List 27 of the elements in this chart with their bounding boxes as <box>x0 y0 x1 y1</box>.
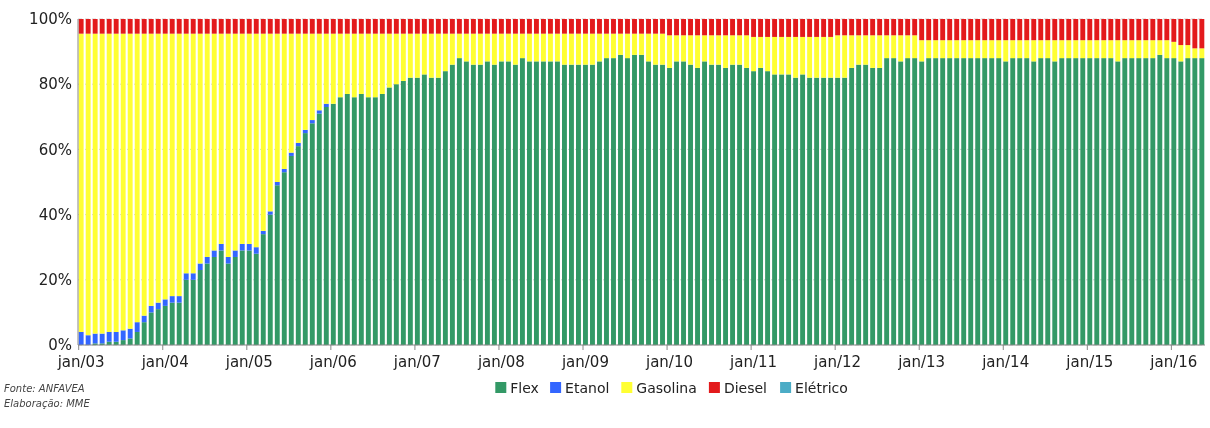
y-tick-label: 0% <box>48 336 72 355</box>
x-tick-label: jan/04 <box>140 353 189 371</box>
legend-label: Gasolina <box>636 379 697 396</box>
x-tick-label: jan/03 <box>56 353 105 371</box>
x-tick-label: jan/08 <box>476 353 525 371</box>
y-tick-label: 100% <box>29 10 72 29</box>
x-tick-label: jan/13 <box>897 353 946 371</box>
legend-label: Flex <box>510 379 539 396</box>
source-note: Fonte: ANFAVEA <box>4 382 85 394</box>
x-tick-label: jan/05 <box>224 353 273 371</box>
legend-label: Etanol <box>565 379 610 396</box>
text: Elaboração: MME <box>4 397 91 409</box>
legend-label: Elétrico <box>795 379 848 396</box>
x-tick-label: jan/14 <box>981 353 1030 371</box>
legend-label: Diesel <box>723 379 767 396</box>
x-tick-label: jan/11 <box>729 353 778 371</box>
x-tick-label: jan/06 <box>308 353 357 371</box>
y-tick-label: 20% <box>38 271 72 290</box>
x-tick-label: jan/09 <box>560 353 609 371</box>
y-tick-label: 60% <box>38 140 72 159</box>
y-tick-label: 40% <box>38 205 72 224</box>
x-tick-label: jan/07 <box>392 353 441 371</box>
x-tick-label: jan/10 <box>645 353 694 371</box>
y-tick-label: 80% <box>38 75 72 94</box>
x-tick-label: jan/15 <box>1065 353 1114 371</box>
x-tick-label: jan/12 <box>813 353 862 371</box>
x-tick-label: jan/16 <box>1149 353 1198 371</box>
